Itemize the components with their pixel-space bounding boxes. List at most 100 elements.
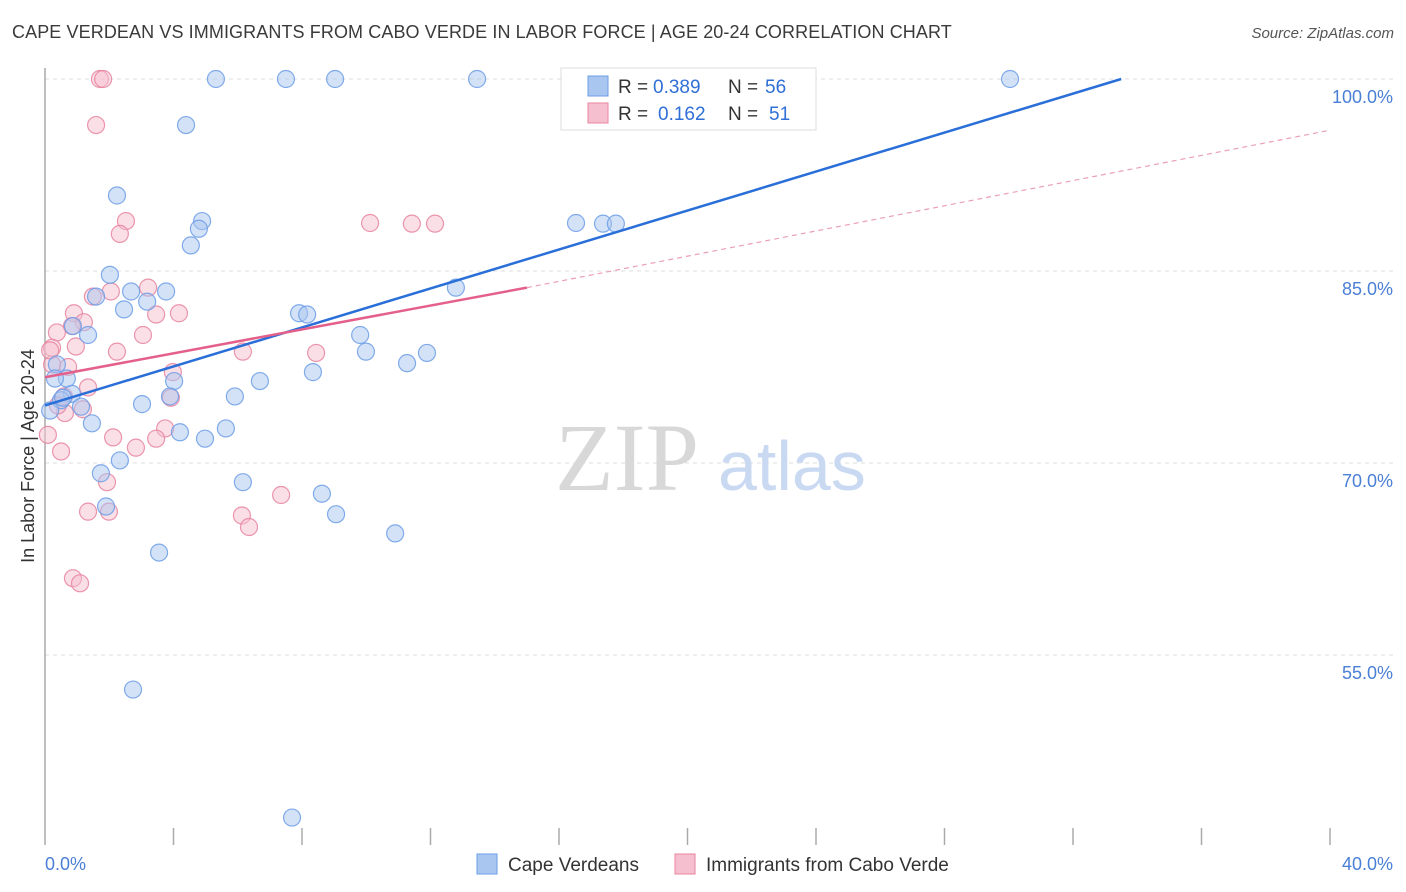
point-cape-verdeans	[298, 305, 317, 324]
point-cape-verdeans	[216, 419, 235, 438]
legend-r-label: R =	[618, 104, 648, 125]
point-immigrants-cabo-verde	[104, 428, 123, 447]
point-cape-verdeans	[1000, 69, 1020, 89]
y-tick-label: 70.0%	[1342, 471, 1393, 491]
point-cape-verdeans	[566, 213, 586, 233]
point-immigrants-cabo-verde	[126, 438, 146, 457]
point-cape-verdeans	[132, 395, 152, 414]
point-cape-verdeans	[206, 69, 226, 89]
point-immigrants-cabo-verde	[425, 214, 445, 233]
point-cape-verdeans	[149, 543, 169, 562]
legend-r-value: 0.162	[658, 104, 706, 125]
trend-line-dashed-extension	[526, 129, 1331, 289]
point-cape-verdeans	[225, 387, 244, 406]
point-cape-verdeans	[63, 316, 83, 336]
point-cape-verdeans	[170, 423, 190, 442]
trend-lines	[44, 77, 1331, 407]
point-immigrants-cabo-verde	[86, 115, 106, 135]
point-immigrants-cabo-verde	[110, 224, 129, 243]
chart-source: Source: ZipAtlas.com	[1251, 25, 1394, 42]
bottom-legend-swatch-pink	[674, 853, 696, 875]
watermark: ZIP atlas	[555, 404, 866, 511]
y-tick-labels: 100.0% 85.0% 70.0% 55.0%	[1332, 87, 1393, 683]
y-tick-label: 100.0%	[1332, 87, 1393, 107]
point-cape-verdeans	[397, 354, 417, 373]
point-immigrants-cabo-verde	[272, 485, 291, 505]
point-cape-verdeans	[96, 497, 116, 516]
point-cape-verdeans	[157, 282, 176, 301]
point-cape-verdeans	[91, 464, 110, 483]
point-cape-verdeans	[282, 808, 302, 827]
point-immigrants-cabo-verde	[107, 342, 127, 361]
point-immigrants-cabo-verde	[402, 214, 421, 233]
point-cape-verdeans	[351, 325, 370, 345]
bottom-legend-label-immigrants: Immigrants from Cabo Verde	[706, 855, 949, 876]
point-cape-verdeans	[78, 325, 98, 345]
legend-r-value: 0.389	[653, 77, 701, 98]
bottom-legend: Cape Verdeans Immigrants from Cabo Verde	[476, 853, 949, 876]
watermark-atlas: atlas	[718, 427, 866, 505]
y-tick-label: 55.0%	[1342, 663, 1393, 683]
point-cape-verdeans	[165, 371, 184, 391]
point-cape-verdeans	[326, 505, 346, 524]
legend-n-value: 56	[765, 77, 786, 98]
point-cape-verdeans	[114, 300, 134, 319]
x-tick-label-min: 0.0%	[45, 854, 86, 874]
point-immigrants-cabo-verde	[66, 337, 85, 356]
point-immigrants-cabo-verde	[147, 305, 166, 324]
point-immigrants-cabo-verde	[51, 442, 71, 461]
point-cape-verdeans	[195, 429, 215, 448]
legend-r-label: R =	[618, 77, 648, 98]
point-cape-verdeans	[82, 414, 102, 433]
legend-swatch-blue	[587, 75, 609, 97]
point-cape-verdeans	[303, 363, 323, 382]
point-cape-verdeans	[45, 369, 65, 388]
point-cape-verdeans	[138, 292, 157, 311]
bottom-legend-label-cape-verdeans: Cape Verdeans	[508, 855, 639, 876]
point-cape-verdeans	[121, 282, 141, 301]
y-axis-title: In Labor Force | Age 20-24	[18, 349, 38, 563]
point-cape-verdeans	[325, 69, 345, 89]
point-cape-verdeans	[71, 397, 91, 416]
point-immigrants-cabo-verde	[94, 69, 113, 89]
y-tick-label: 85.0%	[1342, 279, 1393, 299]
legend-n-label: N =	[728, 104, 758, 125]
point-cape-verdeans	[100, 265, 119, 284]
point-cape-verdeans	[356, 342, 376, 361]
trend-line-immigrants-cabo-verde	[44, 286, 528, 379]
point-cape-verdeans	[276, 69, 296, 89]
point-cape-verdeans	[386, 524, 405, 543]
watermark-zip: ZIP	[555, 404, 699, 511]
point-immigrants-cabo-verde	[47, 323, 66, 342]
gridlines	[45, 78, 1393, 656]
point-cape-verdeans	[312, 484, 332, 503]
point-cape-verdeans	[160, 387, 180, 406]
legend-n-label: N =	[728, 77, 758, 98]
point-cape-verdeans	[176, 115, 196, 135]
point-cape-verdeans	[86, 287, 106, 306]
trend-line-cape-verdeans	[44, 77, 1122, 407]
point-cape-verdeans	[417, 343, 437, 363]
point-cape-verdeans	[233, 473, 252, 492]
point-immigrants-cabo-verde	[147, 429, 166, 448]
point-immigrants-cabo-verde	[169, 304, 189, 323]
point-cape-verdeans	[110, 451, 129, 470]
point-cape-verdeans	[123, 680, 143, 699]
point-immigrants-cabo-verde	[78, 502, 98, 521]
legend-n-value: 51	[769, 104, 790, 125]
point-cape-verdeans	[250, 371, 270, 391]
chart-title: CAPE VERDEAN VS IMMIGRANTS FROM CABO VER…	[12, 22, 952, 42]
point-immigrants-cabo-verde	[307, 343, 326, 363]
bottom-legend-swatch-blue	[476, 853, 498, 875]
point-immigrants-cabo-verde	[361, 213, 380, 233]
point-immigrants-cabo-verde	[239, 517, 259, 537]
x-tick-label-max: 40.0%	[1342, 854, 1393, 874]
point-immigrants-cabo-verde	[38, 425, 57, 444]
legend-box: R = 0.389 N = 56 R = 0.162 N = 51	[560, 67, 817, 131]
point-cape-verdeans	[446, 278, 465, 297]
point-immigrants-cabo-verde	[133, 325, 153, 345]
point-cape-verdeans	[467, 69, 487, 89]
point-cape-verdeans	[181, 236, 200, 255]
point-immigrants-cabo-verde	[70, 574, 90, 593]
